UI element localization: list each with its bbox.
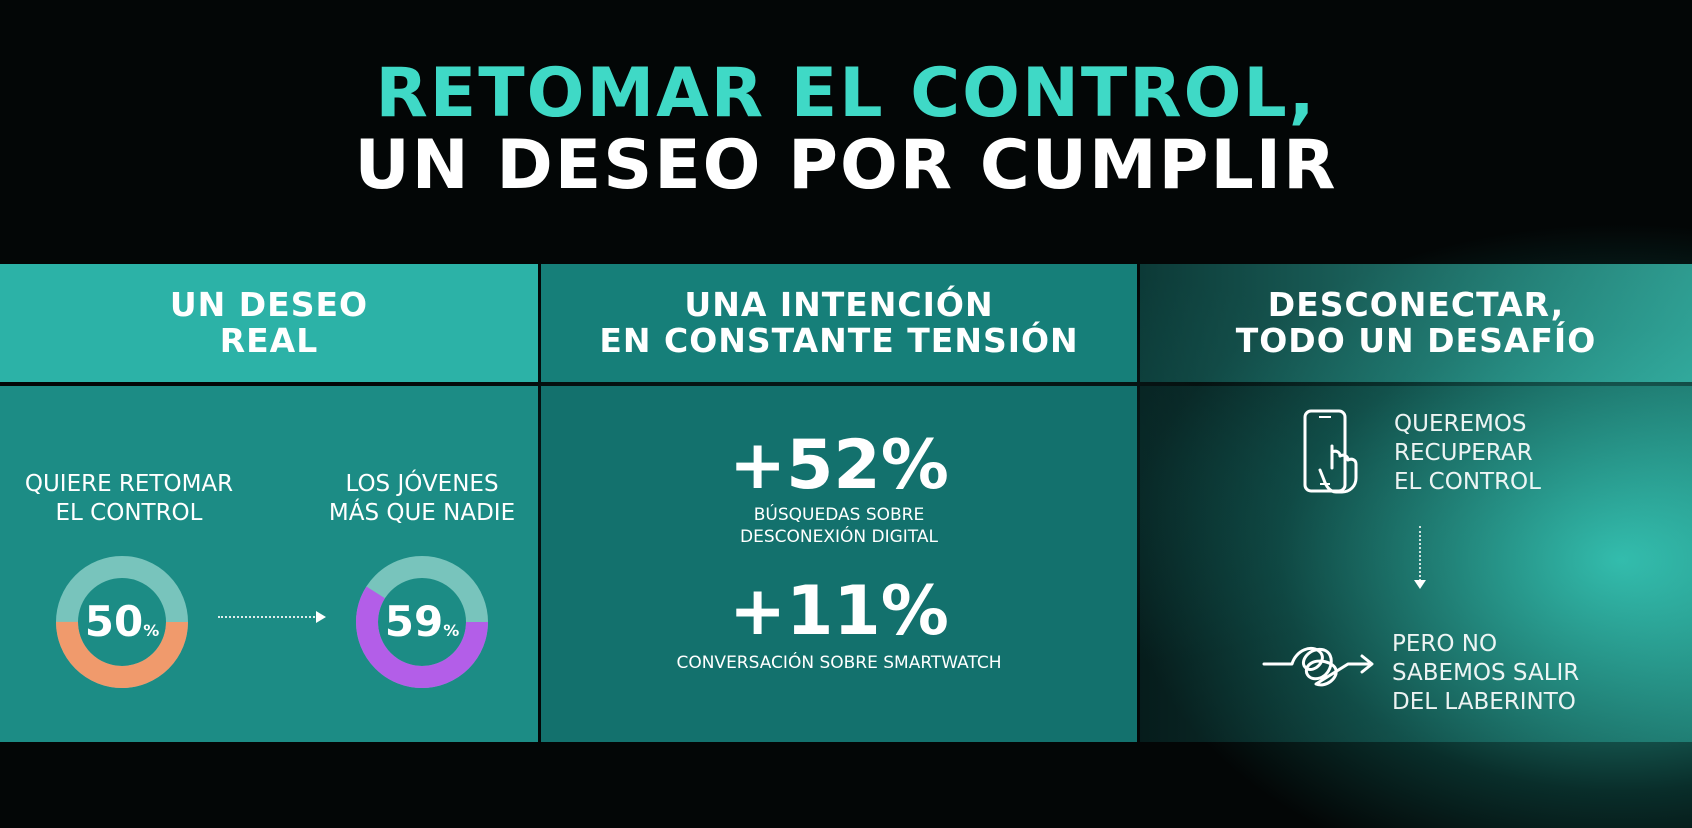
dotted-arrow-line [218, 616, 318, 618]
right-label-line-2: MÁS QUE NADIE [328, 500, 516, 526]
pero-no-line-1: PERO NO [1392, 631, 1498, 657]
panel-1-heading: UN DESEO REAL [0, 264, 538, 382]
stat-2-label: CONVERSACIÓN SOBRE SMARTWATCH [676, 653, 1002, 673]
stat-1-label: BÚSQUEDAS SOBRE DESCONEXIÓN DIGITAL [541, 504, 1137, 548]
panel-una-intencion: UNA INTENCIÓN EN CONSTANTE TENSIÓN +52% … [541, 264, 1137, 742]
right-donut-arc [356, 556, 488, 688]
panel-desconectar: DESCONECTAR, TODO UN DESAFÍO [1140, 264, 1692, 742]
queremos-line-2: RECUPERAR [1394, 440, 1533, 466]
panel-1-heading-line-2: REAL [219, 321, 319, 360]
pero-no-text: PERO NO SABEMOS SALIR DEL LABERINTO [1392, 630, 1579, 717]
title-line-1: RETOMAR EL CONTROL, [375, 54, 1317, 133]
right-donut-label: LOS JÓVENES MÁS QUE NADIE [308, 470, 536, 528]
title-line-2: UN DESEO POR CUMPLIR [354, 126, 1338, 205]
left-label-line-2: EL CONTROL [55, 500, 203, 526]
left-donut-chart: 50% [52, 552, 192, 692]
stat-1-value: +52% [729, 426, 949, 505]
panel-2-body: +52% BÚSQUEDAS SOBRE DESCONEXIÓN DIGITAL… [541, 386, 1137, 742]
tangled-arrow-icon [1262, 630, 1382, 704]
phone-touch-icon [1302, 408, 1380, 502]
arrow-down-icon [1414, 580, 1426, 589]
left-donut-value: 50% [84, 597, 160, 646]
arrow-right-icon [316, 611, 326, 623]
right-label-line-1: LOS JÓVENES [345, 471, 499, 497]
queremos-text: QUEREMOS RECUPERAR EL CONTROL [1394, 410, 1541, 497]
left-donut-arc [56, 556, 188, 688]
queremos-line-3: EL CONTROL [1394, 469, 1541, 495]
left-donut-label: QUIERE RETOMAR EL CONTROL [0, 470, 258, 528]
panel-1-heading-line-1: UN DESEO [169, 285, 369, 324]
dotted-down-line [1419, 526, 1421, 581]
stat-1-label-line-2: DESCONEXIÓN DIGITAL [740, 527, 938, 547]
stat-1-label-line-1: BÚSQUEDAS SOBRE [753, 505, 925, 525]
pero-no-line-2: SABEMOS SALIR [1392, 660, 1580, 686]
panel-2-heading-line-1: UNA INTENCIÓN [684, 285, 994, 324]
left-label-line-1: QUIERE RETOMAR [24, 471, 234, 497]
panel-3-heading-line-2: TODO UN DESAFÍO [1235, 321, 1597, 360]
right-donut-value: 59% [384, 597, 460, 646]
panel-2-heading: UNA INTENCIÓN EN CONSTANTE TENSIÓN [541, 264, 1137, 382]
panel-3-body [1140, 386, 1692, 742]
pero-no-line-3: DEL LABERINTO [1392, 689, 1576, 715]
stat-2-value: +11% [729, 572, 949, 651]
panel-3-heading-line-1: DESCONECTAR, [1267, 285, 1565, 324]
left-donut-svg [56, 556, 188, 688]
right-donut-chart: 59% [352, 552, 492, 692]
slide-title: RETOMAR EL CONTROL, UN DESEO POR CUMPLIR [0, 58, 1692, 202]
queremos-line-1: QUEREMOS [1394, 411, 1527, 437]
panel-2-heading-line-2: EN CONSTANTE TENSIÓN [599, 321, 1079, 360]
right-donut-svg [356, 556, 488, 688]
panel-3-heading: DESCONECTAR, TODO UN DESAFÍO [1140, 264, 1692, 382]
